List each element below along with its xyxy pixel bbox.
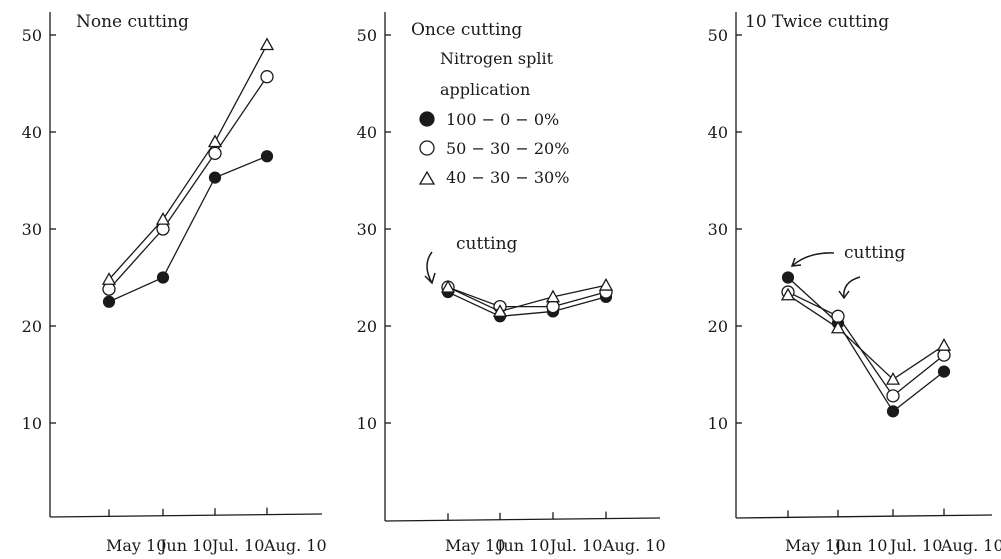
y-tick-label: 30 — [708, 220, 728, 239]
y-tick-label: 10 — [357, 414, 377, 433]
data-point-open-triangle — [885, 372, 901, 385]
arrow-head-cutting-twice-1 — [790, 257, 802, 267]
data-point-filled-circle — [937, 365, 951, 378]
data-point-open-triangle — [830, 320, 846, 334]
series-line-2 — [787, 291, 945, 397]
legend-label-1: 100 − 0 − 0% — [446, 110, 559, 129]
series-line-3 — [447, 284, 607, 313]
data-point-filled-circle — [156, 271, 170, 284]
arrow-icon-cutting-twice-1 — [791, 252, 835, 267]
x-tick-label: Jul. 10 — [210, 536, 264, 555]
series-line-1 — [108, 155, 268, 303]
panel-title: None cutting — [76, 12, 189, 32]
data-point-open-triangle — [259, 37, 275, 51]
series-line-1 — [447, 291, 607, 317]
data-point-open-triangle — [598, 277, 614, 291]
x-tick-label: Aug. 10 — [602, 536, 666, 555]
series-line-2 — [447, 286, 607, 308]
data-point-filled-circle — [886, 405, 900, 418]
arrow-icon-cutting-twice-2 — [843, 276, 861, 299]
y-tick-label: 50 — [708, 26, 728, 45]
series-line-3 — [787, 294, 945, 381]
arrow-icon-cutting-once — [426, 251, 433, 284]
x-tick-label: Jun 10 — [833, 536, 887, 555]
x-tick-label: May 10 — [785, 536, 845, 555]
data-point-open-circle — [937, 348, 951, 362]
data-point-filled-circle — [102, 295, 116, 308]
data-point-open-triangle — [545, 289, 561, 303]
arrow-head-cutting-twice-2 — [838, 290, 850, 300]
y-tick-label: 20 — [22, 317, 42, 336]
panel-title: Once cutting — [411, 20, 522, 40]
y-tick-label: 20 — [708, 317, 728, 336]
data-point-open-circle — [260, 70, 274, 84]
data-point-open-triangle — [492, 304, 508, 317]
legend-marker-filled-circle — [419, 111, 435, 127]
series-line-1 — [787, 277, 945, 413]
legend-title-line2: application — [440, 80, 530, 99]
y-tick-label: 20 — [357, 317, 377, 336]
data-point-open-triangle — [780, 287, 796, 301]
series-line-3 — [108, 44, 268, 280]
x-tick-label: Jun 10 — [158, 536, 212, 555]
annotations: cutting cutting — [424, 234, 906, 300]
y-tick-label: 30 — [357, 220, 377, 239]
data-point-filled-circle — [208, 171, 222, 184]
x-tick-label: Aug. 10 — [940, 536, 1001, 555]
y-tick-label: 40 — [22, 123, 42, 142]
y-tick-label: 10 — [708, 414, 728, 433]
data-point-open-triangle — [440, 279, 456, 293]
data-point-open-circle — [831, 309, 845, 323]
arrow-head-cutting-once — [424, 272, 436, 285]
legend-title-line1: Nitrogen split — [440, 49, 554, 68]
annotation-cutting-once: cutting — [456, 234, 518, 254]
data-point-filled-circle — [781, 271, 795, 284]
x-tick-label: May 10 — [106, 536, 166, 555]
data-point-open-triangle — [155, 211, 171, 225]
x-tick-label: Jul. 10 — [888, 536, 942, 555]
annotation-cutting-twice-1: cutting — [844, 243, 906, 263]
x-tick-label: Jul. 10 — [548, 536, 602, 555]
series-line-2 — [108, 76, 268, 290]
y-tick-label: 40 — [357, 123, 377, 142]
y-tick-label: 30 — [22, 220, 42, 239]
x-axis-line — [735, 514, 993, 519]
y-tick-label: 40 — [708, 123, 728, 142]
data-point-open-triangle — [101, 272, 117, 285]
legend-marker-open-circle — [419, 140, 435, 156]
y-tick-label: 50 — [22, 26, 42, 45]
panel-title: 10 Twice cutting — [745, 12, 889, 32]
data-point-open-circle — [102, 282, 116, 296]
data-point-open-triangle — [936, 338, 952, 351]
x-tick-label: May 10 — [445, 536, 505, 555]
data-point-open-circle — [208, 146, 222, 160]
x-tick-label: Jun 10 — [495, 536, 549, 555]
legend-label-2: 50 − 30 − 20% — [446, 139, 569, 158]
data-point-filled-circle — [260, 150, 274, 163]
data-point-open-circle — [886, 389, 900, 403]
x-axis-line — [384, 517, 661, 522]
legend: Nitrogen split application 100 − 0 − 0% … — [418, 49, 569, 187]
y-tick-label: 10 — [22, 414, 42, 433]
data-point-open-circle — [546, 299, 560, 314]
y-tick-label: 50 — [357, 26, 377, 45]
legend-marker-open-triangle — [418, 170, 436, 185]
x-axis-line — [49, 513, 323, 518]
legend-label-3: 40 − 30 − 30% — [446, 168, 569, 187]
data-point-open-triangle — [207, 134, 223, 148]
x-tick-label: Aug. 10 — [263, 536, 327, 555]
